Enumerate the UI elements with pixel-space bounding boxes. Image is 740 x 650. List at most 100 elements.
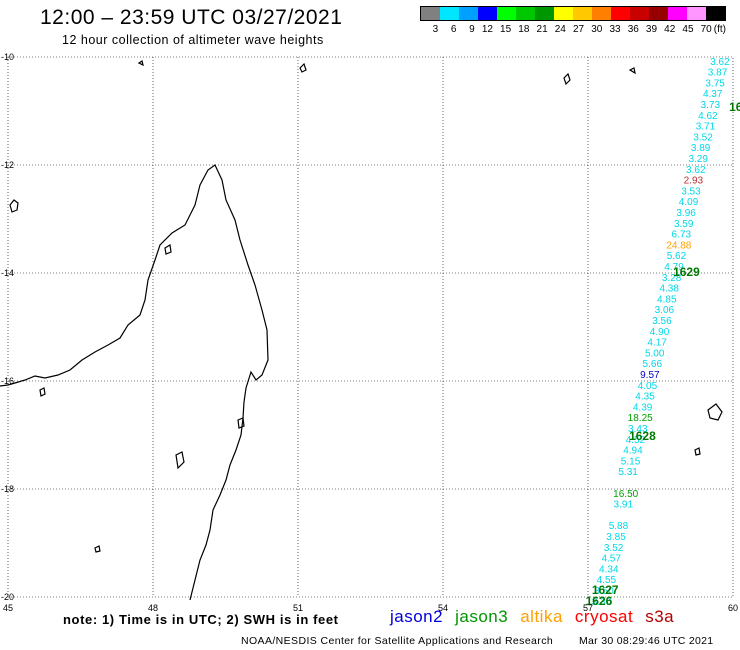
mission-legend-item: jason2 (390, 607, 444, 626)
wave-height-value: 4.05 (638, 381, 658, 392)
wave-height-value: 4.38 (659, 284, 679, 295)
color-swatch (535, 7, 554, 20)
wave-height-value: 4.79 (664, 262, 684, 273)
wave-height-value: 3.29 (688, 154, 708, 165)
cargados-island (563, 72, 571, 86)
lon-tick-label: 51 (293, 603, 303, 613)
wave-height-value: 4.90 (650, 327, 670, 338)
wave-height-value: 3.96 (676, 208, 696, 219)
lon-tick-label: 45 (3, 603, 13, 613)
lon-tick-label: 57 (583, 603, 593, 613)
color-swatch (649, 7, 668, 20)
color-swatch (440, 7, 459, 20)
color-scale-label: 15 (500, 24, 512, 35)
islet (39, 387, 46, 397)
wave-height-value: 3.62 (710, 57, 730, 68)
coastline (0, 60, 723, 601)
wave-height-value: 4.35 (635, 392, 655, 403)
wave-height-value: 4.09 (679, 197, 699, 208)
color-scale-label: 18 (518, 24, 530, 35)
map-title: 12:00 – 23:59 UTC 03/27/2021 (40, 6, 343, 29)
islet (164, 244, 172, 255)
lat-tick-label: -12 (1, 160, 14, 170)
color-scale-label: 36 (627, 24, 639, 35)
wave-height-value: 4.85 (657, 294, 677, 305)
wave-height-value: 3.59 (674, 219, 694, 230)
wave-height-value: 3.73 (701, 100, 721, 111)
wave-height-value: 5.15 (621, 456, 641, 467)
color-scale-label: 33 (609, 24, 621, 35)
wave-height-value: 4.39 (633, 402, 653, 413)
wave-height-value: 3.52 (604, 543, 624, 554)
wave-height-value: 5.62 (667, 251, 687, 262)
color-scale-label: 42 (664, 24, 676, 35)
map-frame (7, 56, 734, 598)
color-swatch (630, 7, 649, 20)
wave-height-value: 3.30 (592, 597, 612, 608)
color-swatch (497, 7, 516, 20)
lon-tick-label: 54 (438, 603, 448, 613)
mission-legend-item: altika (520, 607, 563, 626)
wave-height-value: 3.50 (594, 586, 614, 597)
wave-height-value: 3.06 (655, 305, 675, 316)
mauritius-island (707, 403, 723, 421)
axis-labels: 45 48 51 54 57 60 -10 -12 -14 -16 -18 -20 (1, 52, 738, 613)
color-scale-labels: 3 6 9 12 15 18 21 24 27 30 33 36 39 42 45 70 (ft) (420, 24, 726, 35)
wave-height-value: 3.62 (686, 165, 706, 176)
islet (175, 451, 185, 470)
color-scale-label: 70 (700, 24, 712, 35)
pass-number-label: 16 (729, 100, 740, 114)
wave-height-value: 4.52 (626, 435, 646, 446)
altimeter-track: 3.623.873.754.373.734.623.713.523.893.29… (592, 57, 730, 608)
wave-height-value: 4.94 (623, 446, 643, 457)
wave-height-value: 5.88 (609, 521, 629, 532)
pass-number-label: 1629 (673, 265, 700, 279)
wave-height-value: 3.85 (606, 532, 626, 543)
wave-height-value: 4.34 (599, 564, 619, 575)
color-scale-label: 12 (481, 24, 493, 35)
wave-height-value: 3.87 (708, 68, 728, 79)
islet (237, 417, 245, 429)
wave-height-value: 18.25 (628, 413, 653, 424)
wave-height-value: 5.31 (618, 467, 638, 478)
lat-tick-label: -16 (1, 376, 14, 386)
agalega-island (299, 62, 307, 73)
color-swatch (706, 7, 725, 20)
color-swatch (459, 7, 478, 20)
wave-height-value: 3.52 (693, 132, 713, 143)
color-scale-label: 45 (682, 24, 694, 35)
color-scale-label: 27 (572, 24, 585, 35)
tromelin-island (628, 67, 636, 75)
mission-legend-item: jason3 (455, 607, 509, 626)
wave-height-value: 4.55 (597, 575, 617, 586)
mission-legend-item: s3a (645, 607, 675, 626)
color-swatch (421, 7, 440, 20)
wave-height-value: 5.00 (645, 348, 665, 359)
color-scale-unit: (ft) (713, 24, 726, 35)
wave-height-value: 3.71 (696, 122, 716, 133)
lon-tick-label: 48 (148, 603, 158, 613)
wave-height-value: 4.57 (601, 554, 621, 565)
color-swatch (668, 7, 687, 20)
color-swatch (554, 7, 573, 20)
color-scale-legend: 3 6 9 12 15 18 21 24 27 30 33 36 39 42 45 70 (ft) (420, 6, 726, 35)
color-swatch (611, 7, 630, 20)
color-scale-label: 30 (591, 24, 603, 35)
pass-number-label: 1627 (592, 583, 619, 597)
color-scale-label: 24 (554, 24, 566, 35)
wave-height-value: 16.50 (613, 489, 638, 500)
footer-note: note: 1) Time is in UTC; 2) SWH is in fe… (63, 612, 339, 627)
lat-lon-grid (7, 56, 734, 598)
color-scale-label: 9 (469, 24, 475, 35)
credit-text: NOAA/NESDIS Center for Satellite Applica… (241, 635, 554, 647)
lat-tick-label: -18 (1, 484, 14, 494)
wave-height-value: 4.37 (703, 89, 723, 100)
color-scale-label: 21 (536, 24, 548, 35)
color-scale-label: 39 (645, 24, 658, 35)
color-scale-bar (420, 6, 726, 21)
lat-tick-label: -20 (1, 592, 14, 602)
islet (137, 60, 144, 67)
color-swatch (687, 7, 706, 20)
